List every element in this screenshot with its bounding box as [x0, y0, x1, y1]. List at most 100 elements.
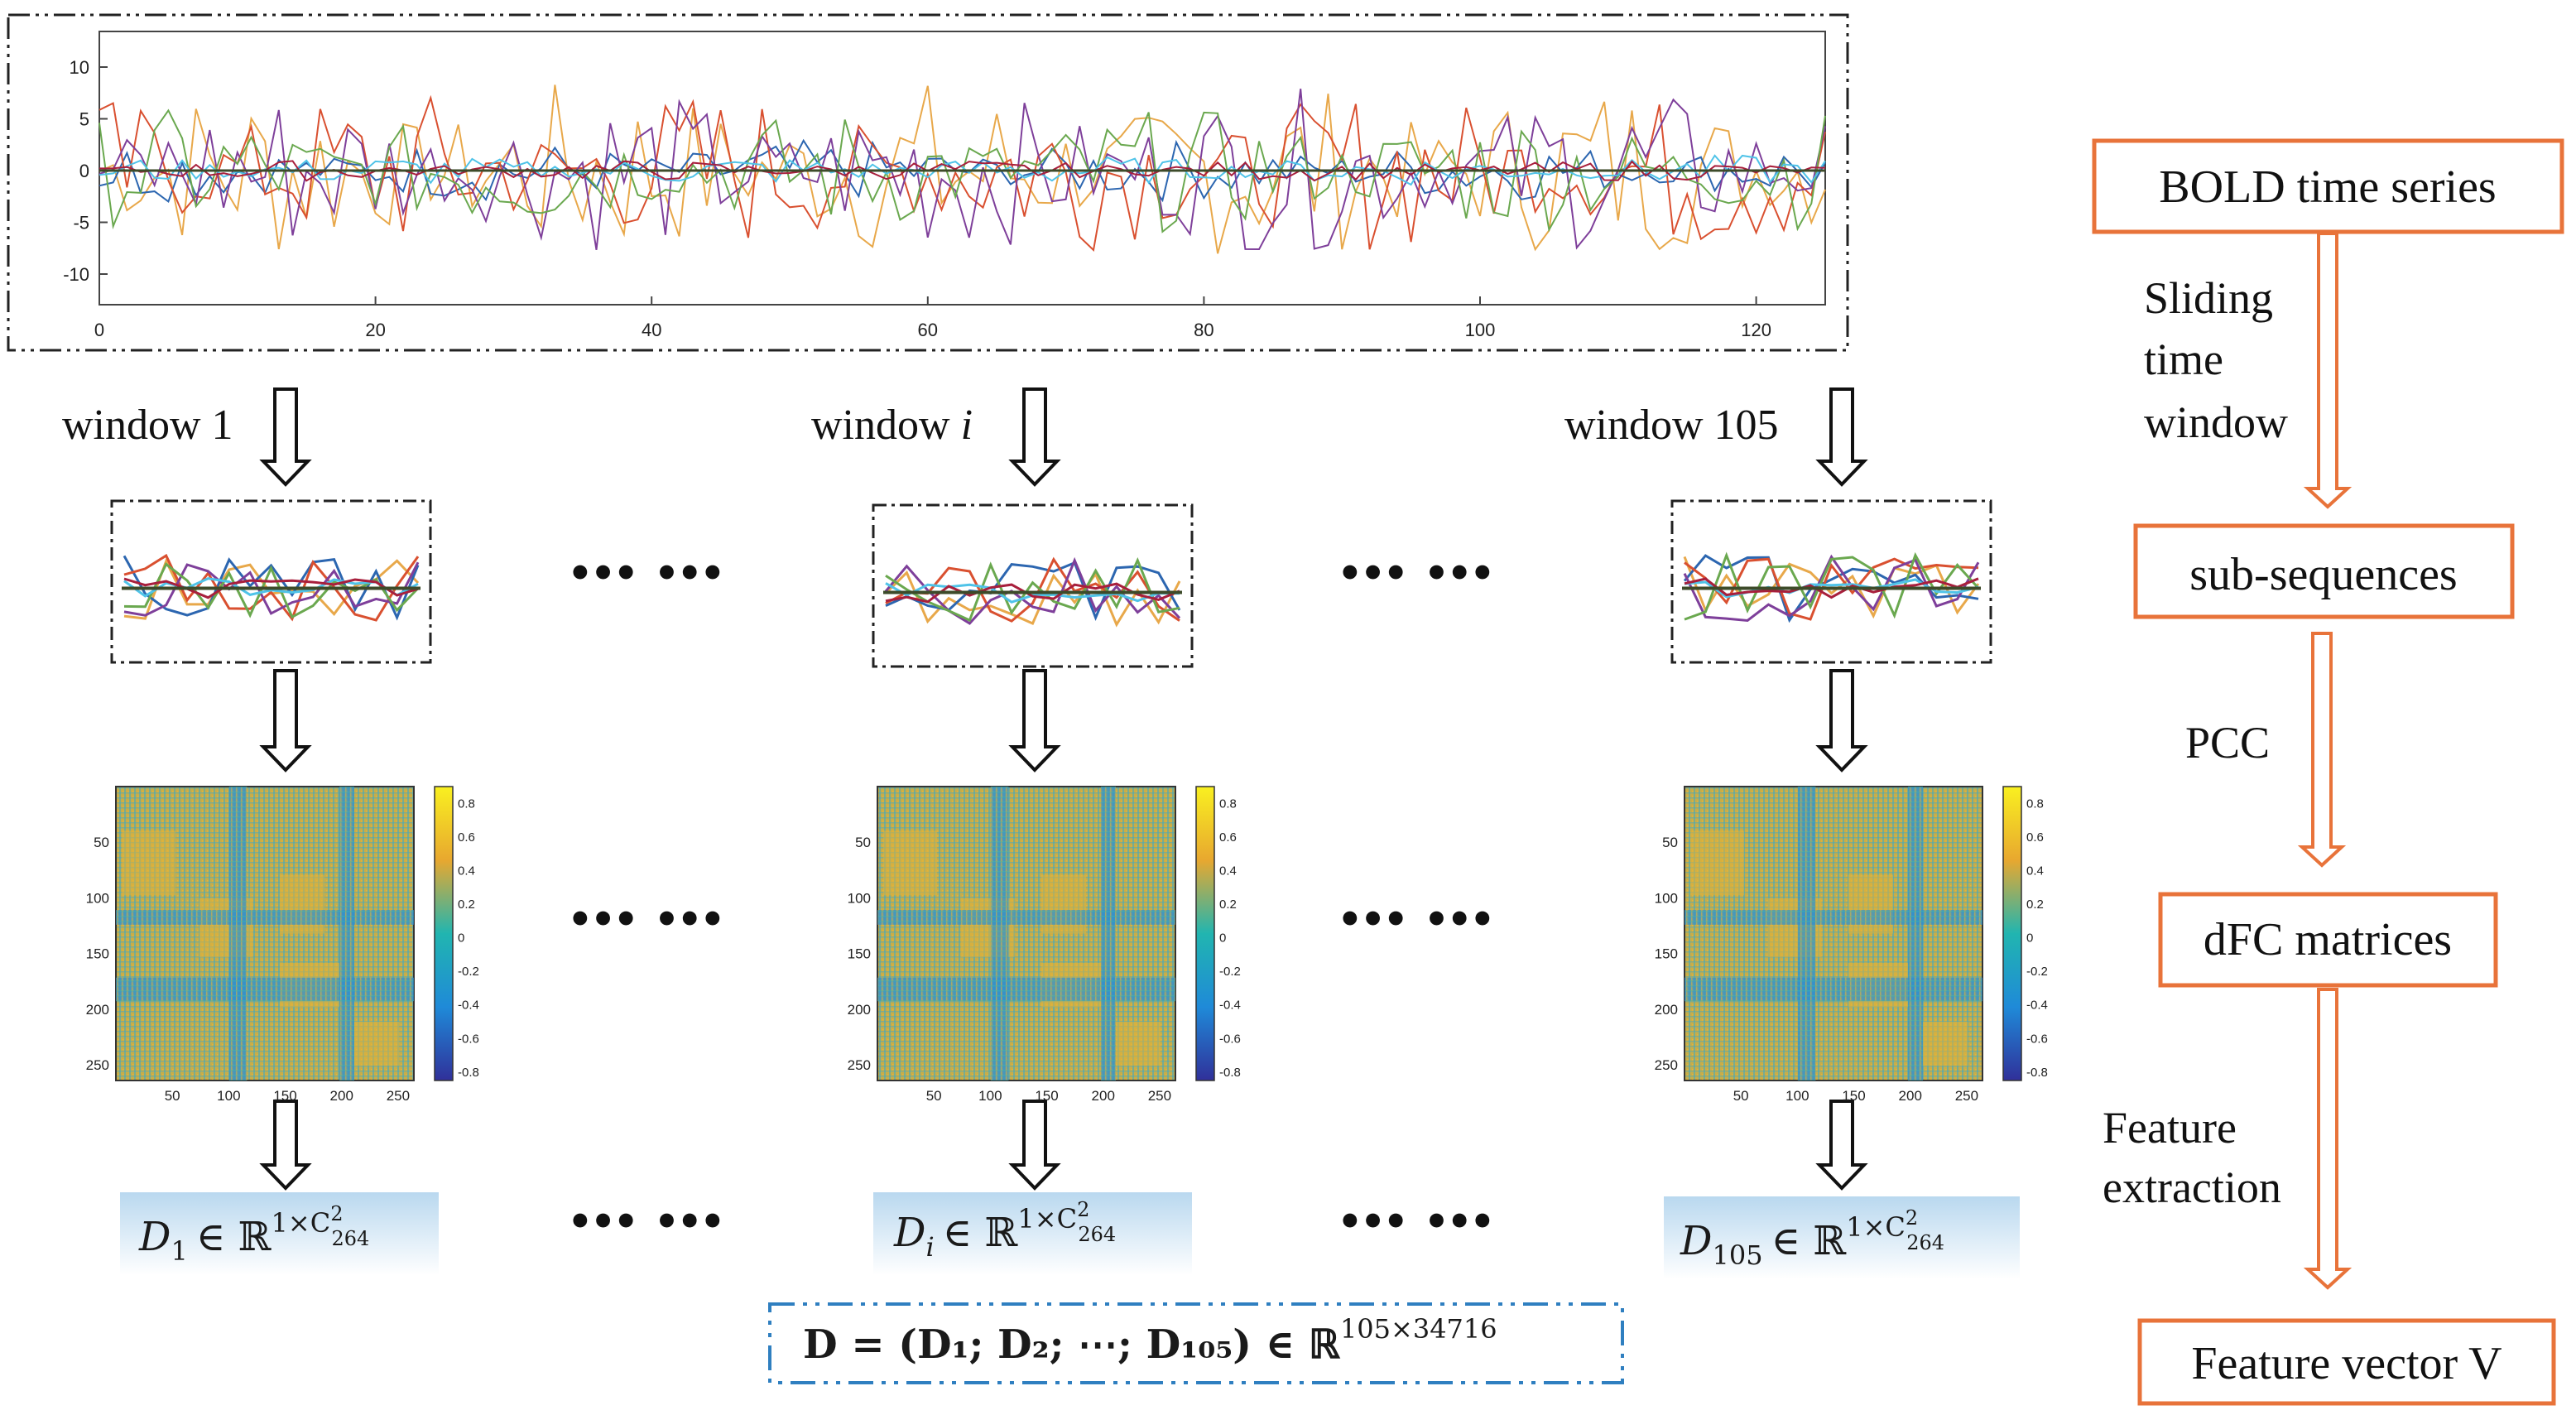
- matrix-y-tick: 250: [86, 1057, 109, 1073]
- dfc-matrices: 50 100 150 200 250 50 100 150 200 250 0.8 0.6 0.4 0.2…: [86, 786, 2048, 1104]
- flow-box-subseq: [2133, 523, 2515, 619]
- y-tick-label: 0: [79, 161, 89, 181]
- down-arrow-icon: [259, 669, 312, 772]
- time-series-line: [99, 154, 1826, 186]
- x-tick-label: 100: [1465, 320, 1496, 340]
- matrix-x-tick: 250: [387, 1088, 410, 1104]
- formula-di-base: D: [893, 1210, 925, 1256]
- colorbar-tick: -0.2: [2026, 965, 2048, 979]
- colorbar-tick: -0.4: [458, 999, 479, 1013]
- matrix-block: [1116, 1022, 1161, 1066]
- mini-series-line: [123, 577, 419, 599]
- colorbar-tick: -0.6: [1219, 1032, 1241, 1046]
- ellipses: ••• ••• ••• ••• ••• ••• ••• ••• ••• ••• …: [571, 545, 1497, 1249]
- matrix-band: [116, 977, 414, 1002]
- matrix-band: [1797, 787, 1816, 1081]
- down-arrow-icon: [1008, 669, 1061, 772]
- matrix-band: [1101, 787, 1116, 1081]
- matrix-x-tick: 100: [1785, 1088, 1809, 1104]
- formula-d1-csub: 264: [331, 1227, 369, 1250]
- formula-d105-sub: 105: [1712, 1239, 1762, 1271]
- matrix-y-tick: 50: [1662, 835, 1678, 850]
- matrix-band: [877, 977, 1175, 1002]
- formula-d105: D105 ∈ ℝ1×C2 264: [1664, 1196, 2020, 1279]
- ellipsis-row1-b: ••• •••: [1341, 545, 1497, 601]
- colorbar: [2002, 786, 2022, 1081]
- y-tick-label: 5: [79, 109, 89, 130]
- formula-d1-sup: 1×C: [272, 1207, 331, 1239]
- flow-box-feature: [2137, 1318, 2556, 1406]
- feature-formulas: D1 ∈ ℝ1×C2 264 Di ∈ ℝ1×C2 264 D105 ∈ ℝ1×C2 264: [120, 1192, 2020, 1279]
- colorbar-tick: 0.2: [458, 898, 475, 912]
- x-tick-label: 0: [94, 320, 104, 340]
- mini-series-line: [1683, 556, 1980, 619]
- colorbar-tick: 0.6: [1219, 830, 1237, 845]
- sub-sequence-plot: [1670, 499, 1992, 664]
- mini-series-line: [885, 557, 1180, 623]
- dfc-matrix: 50 100 150 200 250 50 100 150 200 250 0.8 0.6 0.4 0.2…: [848, 786, 1241, 1104]
- time-series-line: [99, 84, 1826, 254]
- down-arrow-icon: [259, 1100, 312, 1191]
- formula-d1-bg: [120, 1192, 439, 1275]
- matrix-x-tick: 100: [978, 1088, 1002, 1104]
- down-arrows: [259, 387, 1868, 1191]
- ellipsis-row2-b: ••• •••: [1341, 891, 1497, 947]
- ellipsis-row2-a: ••• •••: [571, 891, 727, 947]
- colorbar-tick: 0.6: [2026, 830, 2044, 845]
- matrix-band: [339, 787, 354, 1081]
- ellipsis-row3-a: ••• •••: [571, 1193, 727, 1249]
- window-1-label: window 1: [62, 402, 233, 449]
- colorbar-tick: 0.2: [1219, 898, 1237, 912]
- matrix-block: [1923, 1022, 1968, 1066]
- formula-d105-base: D: [1680, 1218, 1712, 1264]
- down-arrow-icon: [1815, 669, 1868, 772]
- final-feature-formula: D = (D₁; D₂; ⋯; D₁₀₅) ∈ ℝ105×34716: [768, 1302, 1624, 1384]
- matrix-y-tick: 200: [1655, 1002, 1678, 1018]
- ellipsis-row3-b: ••• •••: [1341, 1193, 1497, 1249]
- colorbar-tick: 0.4: [458, 864, 475, 878]
- x-tick-label: 20: [365, 320, 385, 340]
- mini-series-line: [1683, 554, 1980, 623]
- sub-sequence-plot: [110, 499, 432, 664]
- formula-d1-member: ∈ ℝ: [196, 1214, 272, 1260]
- matrix-x-tick: 200: [330, 1088, 353, 1104]
- matrix-y-tick: 250: [848, 1057, 871, 1073]
- ellipsis-row1-a: ••• •••: [571, 545, 727, 601]
- colorbar-tick: 0.2: [2026, 898, 2044, 912]
- mini-series-line: [885, 561, 1181, 622]
- matrix-y-tick: 100: [86, 890, 109, 906]
- y-tick-label: -5: [73, 213, 89, 233]
- matrix-x-tick: 50: [165, 1088, 180, 1104]
- matrix-y-tick: 50: [94, 835, 109, 850]
- final-formula-text: D = (D₁; D₂; ⋯; D₁₀₅) ∈ ℝ: [803, 1321, 1341, 1368]
- formula-di-csub: 264: [1078, 1223, 1116, 1246]
- formula-di-sup: 1×C: [1017, 1203, 1077, 1235]
- matrix-y-tick: 200: [86, 1002, 109, 1018]
- matrix-band: [1684, 977, 1982, 1002]
- flow-box-subseq-label: sub-sequences: [2189, 549, 2457, 600]
- matrix-y-tick: 100: [848, 890, 871, 906]
- formula-d105-csub: 264: [1906, 1231, 1944, 1254]
- matrix-band: [990, 787, 1009, 1081]
- matrix-x-tick: 100: [217, 1088, 240, 1104]
- plot-dashed-frame: [7, 13, 1849, 352]
- y-tick-label: 10: [70, 57, 89, 78]
- colorbar-tick: 0: [1219, 931, 1226, 946]
- x-tick-label: 60: [918, 320, 938, 340]
- colorbar: [1195, 786, 1215, 1081]
- matrix-x-tick: 150: [1035, 1088, 1058, 1104]
- flow-step3-line2: extraction: [2103, 1162, 2281, 1212]
- formula-di-csup: 2: [1077, 1198, 1089, 1221]
- matrix-y-tick: 150: [86, 946, 109, 962]
- colorbar-tick: -0.8: [458, 1066, 479, 1080]
- down-arrow-icon: [1008, 387, 1061, 487]
- x-tick-label: 40: [642, 320, 661, 340]
- colorbar-tick: 0.4: [2026, 864, 2044, 878]
- mini-plot-frame: [872, 503, 1194, 668]
- flow-arrow-icon: [2297, 632, 2347, 868]
- sub-sequence-plots: [110, 499, 1992, 668]
- formula-d105-csup: 2: [1906, 1206, 1918, 1230]
